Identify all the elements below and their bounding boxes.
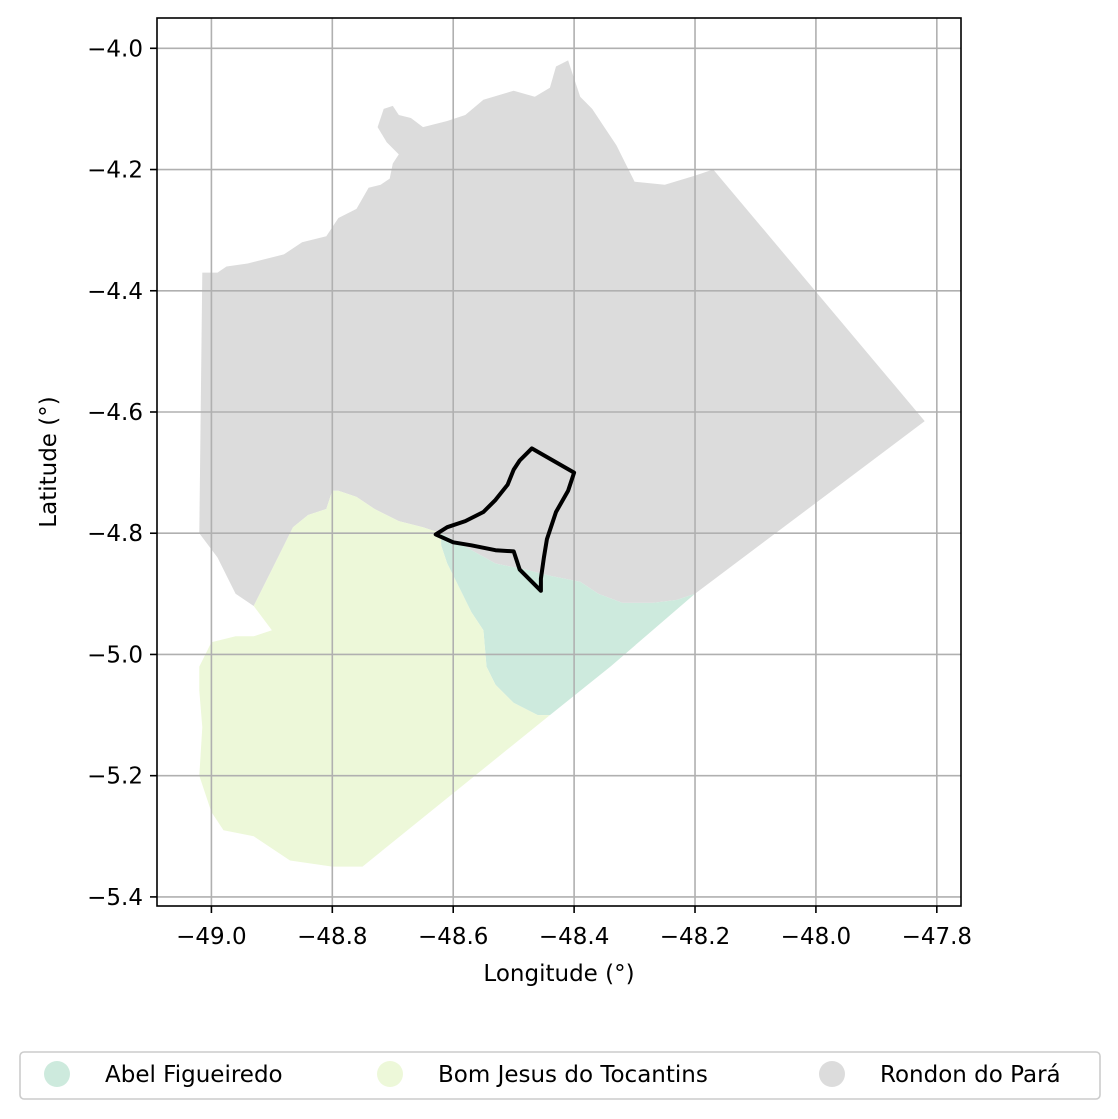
x-tick-label: −48.4 — [539, 924, 609, 950]
y-tick-label: −4.4 — [87, 279, 143, 305]
legend-marker-bom-jesus-do-tocantins — [377, 1061, 403, 1087]
legend-marker-rondon-do-para — [819, 1061, 845, 1087]
x-axis-label: Longitude (°) — [483, 961, 634, 987]
y-axis-label: Latitude (°) — [36, 396, 62, 527]
y-axis-ticks: −4.0 −4.2 −4.4 −4.6 −4.8 −5.0 −5.2 −5.4 — [87, 36, 157, 911]
y-tick-label: −4.6 — [87, 400, 143, 426]
y-tick-label: −4.0 — [87, 36, 143, 62]
x-tick-label: −47.8 — [902, 924, 972, 950]
x-tick-label: −48.2 — [660, 924, 730, 950]
x-tick-label: −48.6 — [418, 924, 488, 950]
legend-label-rondon-do-para: Rondon do Pará — [880, 1062, 1061, 1088]
y-tick-label: −4.8 — [87, 521, 143, 547]
y-tick-label: −5.0 — [87, 642, 143, 668]
legend-label-abel-figueiredo: Abel Figueiredo — [105, 1062, 283, 1088]
x-tick-label: −48.8 — [297, 924, 367, 950]
x-tick-label: −49.0 — [176, 924, 246, 950]
x-axis-ticks: −49.0 −48.8 −48.6 −48.4 −48.2 −48.0 −47.8 — [176, 906, 972, 950]
x-tick-label: −48.0 — [781, 924, 851, 950]
y-tick-label: −5.4 — [87, 885, 143, 911]
legend-marker-abel-figueiredo — [44, 1061, 70, 1087]
y-tick-label: −4.2 — [87, 158, 143, 184]
legend: Abel Figueiredo Bom Jesus do Tocantins R… — [20, 1052, 1100, 1099]
y-tick-label: −5.2 — [87, 764, 143, 790]
legend-label-bom-jesus-do-tocantins: Bom Jesus do Tocantins — [438, 1062, 708, 1088]
